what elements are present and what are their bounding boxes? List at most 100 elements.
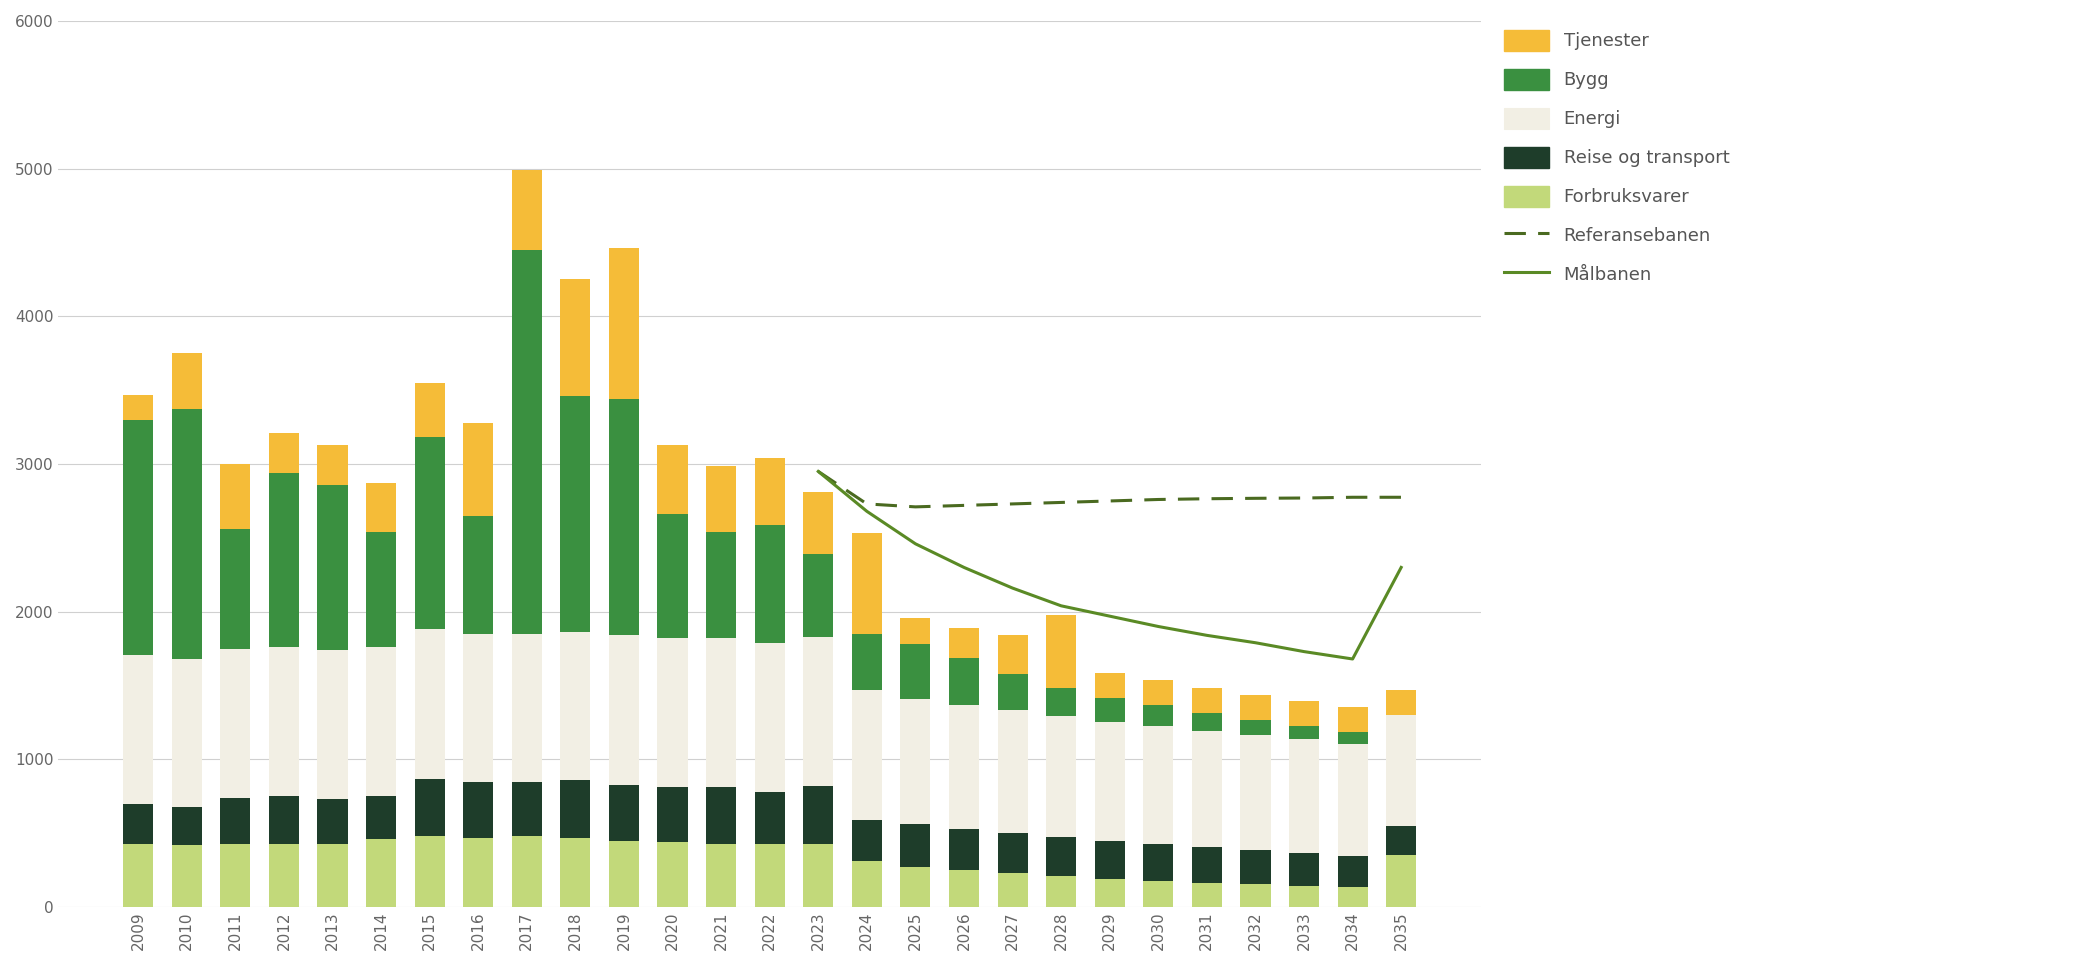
Bar — [707, 465, 736, 532]
Bar — [852, 862, 881, 907]
Bar — [414, 629, 445, 779]
Bar — [464, 634, 493, 782]
Bar — [852, 634, 881, 690]
Bar — [1289, 701, 1318, 727]
Bar — [1191, 688, 1222, 713]
Bar — [1387, 690, 1416, 715]
Bar — [1046, 716, 1077, 837]
Bar — [1046, 837, 1077, 876]
Bar — [268, 796, 299, 843]
Legend: Tjenester, Bygg, Energi, Reise og transport, Forbruksvarer, Referansebanen, Målb: Tjenester, Bygg, Energi, Reise og transp… — [1503, 30, 1730, 285]
Bar — [123, 804, 154, 843]
Bar — [414, 383, 445, 437]
Bar — [900, 824, 931, 868]
Bar — [318, 445, 347, 484]
Bar — [852, 820, 881, 862]
Bar — [802, 637, 834, 786]
Bar — [561, 780, 590, 838]
Bar — [268, 433, 299, 473]
Bar — [948, 829, 979, 870]
Bar — [1143, 881, 1173, 907]
Bar — [998, 833, 1027, 873]
Bar — [657, 445, 688, 514]
Bar — [366, 483, 397, 532]
Bar — [1289, 886, 1318, 907]
Bar — [948, 628, 979, 657]
Bar — [1143, 680, 1173, 705]
Bar — [802, 843, 834, 907]
Bar — [1241, 884, 1270, 907]
Bar — [366, 840, 397, 907]
Bar — [1096, 722, 1125, 841]
Bar — [998, 635, 1027, 675]
Bar — [755, 643, 784, 792]
Bar — [1096, 698, 1125, 722]
Bar — [123, 654, 154, 804]
Bar — [1387, 855, 1416, 907]
Bar — [900, 699, 931, 824]
Bar — [561, 838, 590, 907]
Bar — [220, 464, 249, 529]
Bar — [511, 782, 543, 837]
Bar — [268, 648, 299, 796]
Bar — [1096, 841, 1125, 879]
Bar — [657, 842, 688, 907]
Bar — [1143, 844, 1173, 881]
Bar — [1289, 727, 1318, 739]
Bar — [609, 248, 638, 400]
Bar — [1096, 673, 1125, 698]
Bar — [220, 798, 249, 843]
Bar — [511, 170, 543, 250]
Bar — [561, 280, 590, 396]
Bar — [802, 492, 834, 554]
Bar — [414, 779, 445, 837]
Bar — [609, 635, 638, 785]
Bar — [948, 870, 979, 907]
Bar — [657, 638, 688, 787]
Bar — [464, 515, 493, 634]
Bar — [220, 529, 249, 648]
Bar — [657, 514, 688, 638]
Bar — [707, 787, 736, 843]
Bar — [1096, 879, 1125, 907]
Bar — [852, 534, 881, 634]
Bar — [1289, 853, 1318, 886]
Bar — [318, 650, 347, 799]
Bar — [1337, 707, 1368, 732]
Bar — [1241, 735, 1270, 850]
Bar — [900, 618, 931, 645]
Bar — [1241, 720, 1270, 735]
Bar — [1046, 688, 1077, 716]
Bar — [852, 690, 881, 820]
Bar — [318, 484, 347, 650]
Bar — [948, 657, 979, 704]
Bar — [366, 796, 397, 840]
Bar — [802, 786, 834, 843]
Bar — [561, 396, 590, 632]
Bar — [173, 659, 202, 807]
Bar — [414, 437, 445, 629]
Bar — [1387, 826, 1416, 855]
Bar — [366, 648, 397, 796]
Bar — [220, 648, 249, 798]
Bar — [464, 838, 493, 907]
Bar — [318, 843, 347, 907]
Bar — [366, 532, 397, 648]
Bar — [173, 845, 202, 907]
Bar — [561, 632, 590, 780]
Bar — [1191, 847, 1222, 883]
Bar — [1143, 727, 1173, 844]
Bar — [998, 675, 1027, 710]
Bar — [900, 868, 931, 907]
Bar — [173, 807, 202, 845]
Bar — [900, 645, 931, 699]
Bar — [609, 785, 638, 841]
Bar — [707, 638, 736, 787]
Bar — [268, 473, 299, 648]
Bar — [1191, 731, 1222, 847]
Bar — [707, 532, 736, 638]
Bar — [318, 799, 347, 843]
Bar — [1241, 850, 1270, 884]
Bar — [511, 634, 543, 782]
Bar — [123, 395, 154, 420]
